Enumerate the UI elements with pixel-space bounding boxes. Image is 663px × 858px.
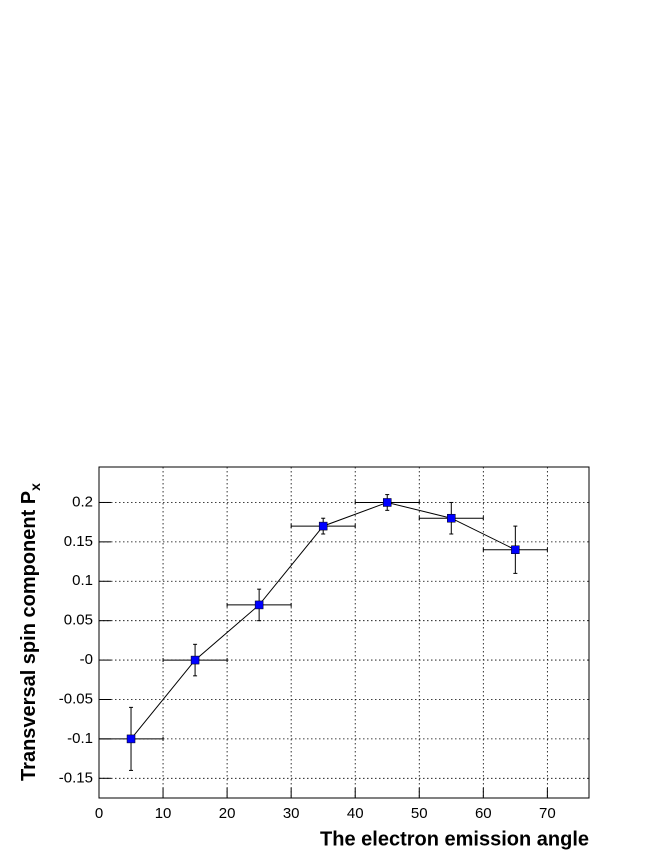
x-tick-label: 30: [283, 805, 300, 822]
y-tick-label: -0.15: [59, 769, 93, 786]
plot-frame: [98, 466, 590, 799]
y-tick-label: 0.2: [72, 493, 93, 510]
y-tick-label: 0.05: [64, 612, 93, 629]
y-tick-label: -0.05: [59, 690, 93, 707]
marker: [511, 545, 520, 554]
x-tick-label: 40: [347, 805, 364, 822]
y-tick-label: 0.1: [72, 572, 93, 589]
x-tick-label: 70: [539, 805, 556, 822]
y-axis-title-subscript: x: [27, 483, 43, 491]
x-tick-label: 0: [95, 805, 103, 822]
x-axis-title: The electron emission angle: [320, 828, 589, 850]
y-tick-label: -0: [80, 651, 93, 668]
y-tick-label: 0.15: [64, 533, 93, 550]
x-tick-label: 50: [411, 805, 428, 822]
marker: [254, 600, 264, 610]
x-tick-label: 60: [475, 805, 492, 822]
y-axis-title-main: Transversal spin component P: [18, 491, 40, 781]
marker: [126, 734, 136, 744]
y-tick-label: -0.1: [67, 730, 93, 747]
x-tick-label: 10: [155, 805, 172, 822]
marker: [382, 498, 392, 507]
y-axis-title: Transversal spin component Px: [18, 483, 42, 781]
marker: [447, 513, 456, 523]
x-tick-label: 20: [219, 805, 236, 822]
marker: [318, 521, 328, 531]
marker: [190, 655, 200, 665]
